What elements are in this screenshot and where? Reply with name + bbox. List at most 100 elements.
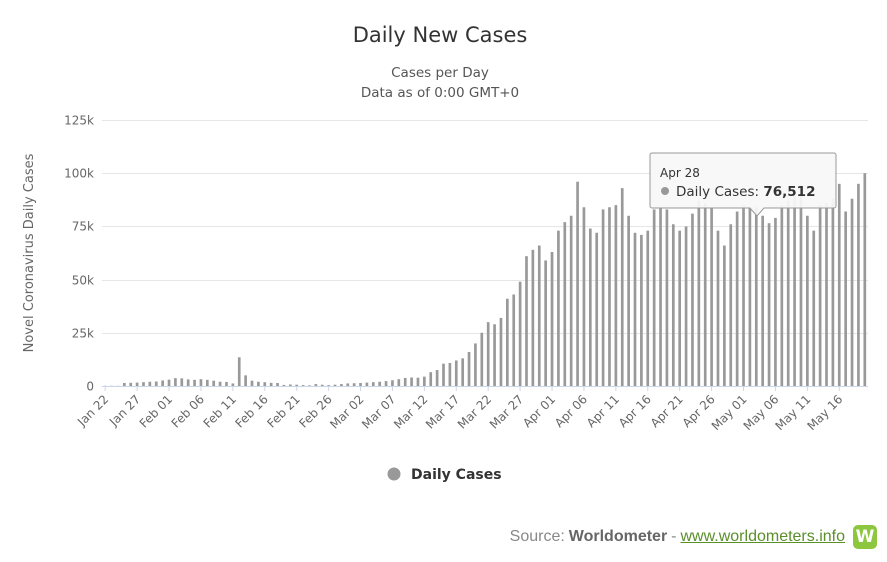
bar[interactable]: [774, 217, 777, 386]
bar[interactable]: [142, 382, 145, 386]
bar[interactable]: [665, 209, 669, 386]
bar[interactable]: [244, 375, 247, 386]
bar[interactable]: [237, 357, 241, 386]
bar[interactable]: [531, 249, 535, 386]
bar[interactable]: [257, 381, 260, 386]
bar[interactable]: [748, 207, 752, 386]
bar[interactable]: [205, 379, 209, 386]
bar[interactable]: [537, 245, 541, 386]
bar[interactable]: [633, 232, 637, 386]
bar[interactable]: [391, 380, 394, 386]
legend[interactable]: Daily Cases: [387, 467, 502, 483]
bar[interactable]: [442, 363, 445, 386]
bar[interactable]: [640, 234, 643, 386]
bar[interactable]: [544, 260, 547, 386]
bar[interactable]: [857, 183, 860, 386]
bar[interactable]: [410, 377, 413, 386]
bar[interactable]: [129, 382, 133, 386]
bar[interactable]: [123, 383, 126, 386]
bar[interactable]: [691, 213, 694, 386]
bar[interactable]: [576, 181, 579, 386]
bar[interactable]: [557, 230, 560, 386]
bar[interactable]: [467, 351, 471, 386]
bar[interactable]: [652, 209, 656, 386]
bar[interactable]: [742, 205, 745, 386]
bar[interactable]: [563, 222, 567, 386]
bar[interactable]: [186, 379, 190, 386]
bar[interactable]: [371, 382, 375, 386]
bar[interactable]: [735, 211, 739, 387]
bar[interactable]: [761, 215, 765, 386]
bar[interactable]: [518, 281, 522, 386]
bar[interactable]: [825, 202, 828, 386]
bar[interactable]: [346, 383, 350, 386]
bar[interactable]: [365, 382, 369, 386]
bar[interactable]: [799, 185, 803, 386]
bar[interactable]: [831, 198, 835, 386]
bar[interactable]: [231, 383, 235, 386]
bar[interactable]: [614, 205, 618, 386]
bar[interactable]: [225, 381, 228, 386]
bar[interactable]: [754, 207, 758, 386]
bar[interactable]: [403, 377, 407, 386]
bar[interactable]: [646, 230, 650, 386]
bar[interactable]: [269, 382, 273, 386]
bar[interactable]: [212, 380, 216, 386]
bar[interactable]: [308, 385, 311, 386]
bar[interactable]: [550, 251, 554, 386]
bar[interactable]: [506, 298, 509, 386]
bar[interactable]: [448, 363, 452, 386]
bar[interactable]: [167, 379, 171, 386]
worldometer-logo-icon[interactable]: W: [853, 525, 877, 549]
bar[interactable]: [595, 232, 599, 386]
bar[interactable]: [384, 381, 388, 386]
bar[interactable]: [218, 381, 222, 386]
bar[interactable]: [461, 358, 464, 386]
bar[interactable]: [812, 230, 816, 386]
bar[interactable]: [340, 384, 343, 386]
bar[interactable]: [569, 215, 573, 386]
bar[interactable]: [620, 188, 624, 386]
bar[interactable]: [288, 384, 292, 386]
bar[interactable]: [161, 380, 164, 386]
bar[interactable]: [359, 383, 362, 386]
bar[interactable]: [327, 385, 330, 386]
bar[interactable]: [435, 370, 439, 386]
bar[interactable]: [416, 377, 420, 386]
bar[interactable]: [697, 200, 701, 386]
bar[interactable]: [282, 384, 286, 386]
bar[interactable]: [486, 322, 490, 386]
bar[interactable]: [454, 360, 458, 386]
bar[interactable]: [499, 317, 503, 386]
bar[interactable]: [703, 202, 707, 386]
bar[interactable]: [250, 380, 254, 386]
bar[interactable]: [352, 383, 356, 386]
bar[interactable]: [608, 207, 611, 386]
bar[interactable]: [863, 173, 867, 386]
bar[interactable]: [525, 256, 528, 386]
bar[interactable]: [135, 382, 139, 386]
bar[interactable]: [154, 381, 158, 386]
bar[interactable]: [684, 226, 688, 386]
bar[interactable]: [582, 207, 586, 386]
bar[interactable]: [780, 205, 784, 386]
bar[interactable]: [193, 379, 196, 386]
bar[interactable]: [627, 215, 630, 386]
bar[interactable]: [429, 372, 433, 386]
bar[interactable]: [295, 384, 299, 386]
bar[interactable]: [793, 196, 796, 386]
bar[interactable]: [671, 224, 675, 386]
bar[interactable]: [850, 198, 854, 386]
bar[interactable]: [818, 205, 822, 386]
bar[interactable]: [837, 183, 841, 386]
bar[interactable]: [378, 381, 382, 386]
bar[interactable]: [314, 384, 318, 386]
bar[interactable]: [767, 223, 771, 386]
bar[interactable]: [512, 294, 516, 387]
bar[interactable]: [844, 211, 847, 387]
bar[interactable]: [729, 224, 733, 386]
bar[interactable]: [716, 230, 720, 386]
bar[interactable]: [174, 378, 177, 386]
source-link[interactable]: www.worldometers.info: [680, 528, 846, 545]
bar[interactable]: [276, 383, 279, 386]
